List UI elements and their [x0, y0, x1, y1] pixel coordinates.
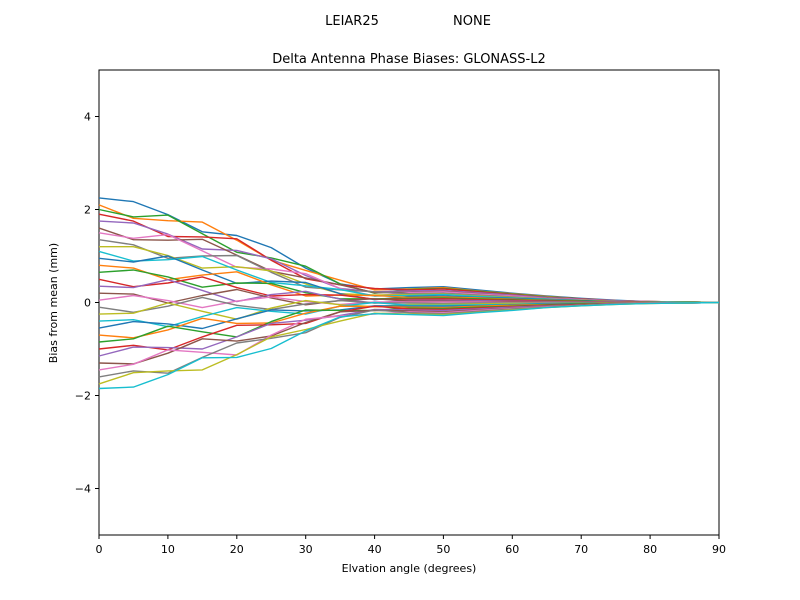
chart-line-05: [98, 220, 720, 304]
y-axis-label: Bias from mean (mm): [47, 243, 60, 363]
y-tick-label: 4: [84, 111, 91, 124]
x-axis-label: Elvation angle (degrees): [342, 562, 477, 575]
x-tick-label: 10: [161, 543, 175, 556]
suptitle-left: LEIAR25: [325, 14, 379, 29]
x-tick-label: 20: [230, 543, 244, 556]
x-tick-label: 0: [96, 543, 103, 556]
x-tick-label: 50: [436, 543, 450, 556]
chart-line-21: [98, 301, 719, 330]
chart-line-08: [98, 239, 720, 304]
y-tick-label: −4: [75, 483, 91, 496]
tick-layer: 0 10 20 30 40 50 60 70 80 90 −4 −2 0 2 4: [75, 111, 726, 557]
chart-title: Delta Antenna Phase Biases: GLONASS-L2: [272, 52, 546, 67]
chart-line-07: [98, 232, 720, 304]
x-tick-label: 90: [712, 543, 726, 556]
x-tick-label: 70: [574, 543, 588, 556]
series-layer: [98, 197, 720, 390]
y-tick-label: −2: [75, 390, 91, 403]
chart-line-30: [98, 301, 720, 390]
x-tick-label: 60: [505, 543, 519, 556]
y-tick-label: 2: [84, 204, 91, 217]
x-tick-label: 30: [299, 543, 313, 556]
x-tick-label: 40: [368, 543, 382, 556]
suptitle-right: NONE: [453, 14, 491, 29]
chart-line-09: [99, 245, 720, 304]
y-tick-label: 0: [84, 297, 91, 310]
x-tick-label: 80: [643, 543, 657, 556]
